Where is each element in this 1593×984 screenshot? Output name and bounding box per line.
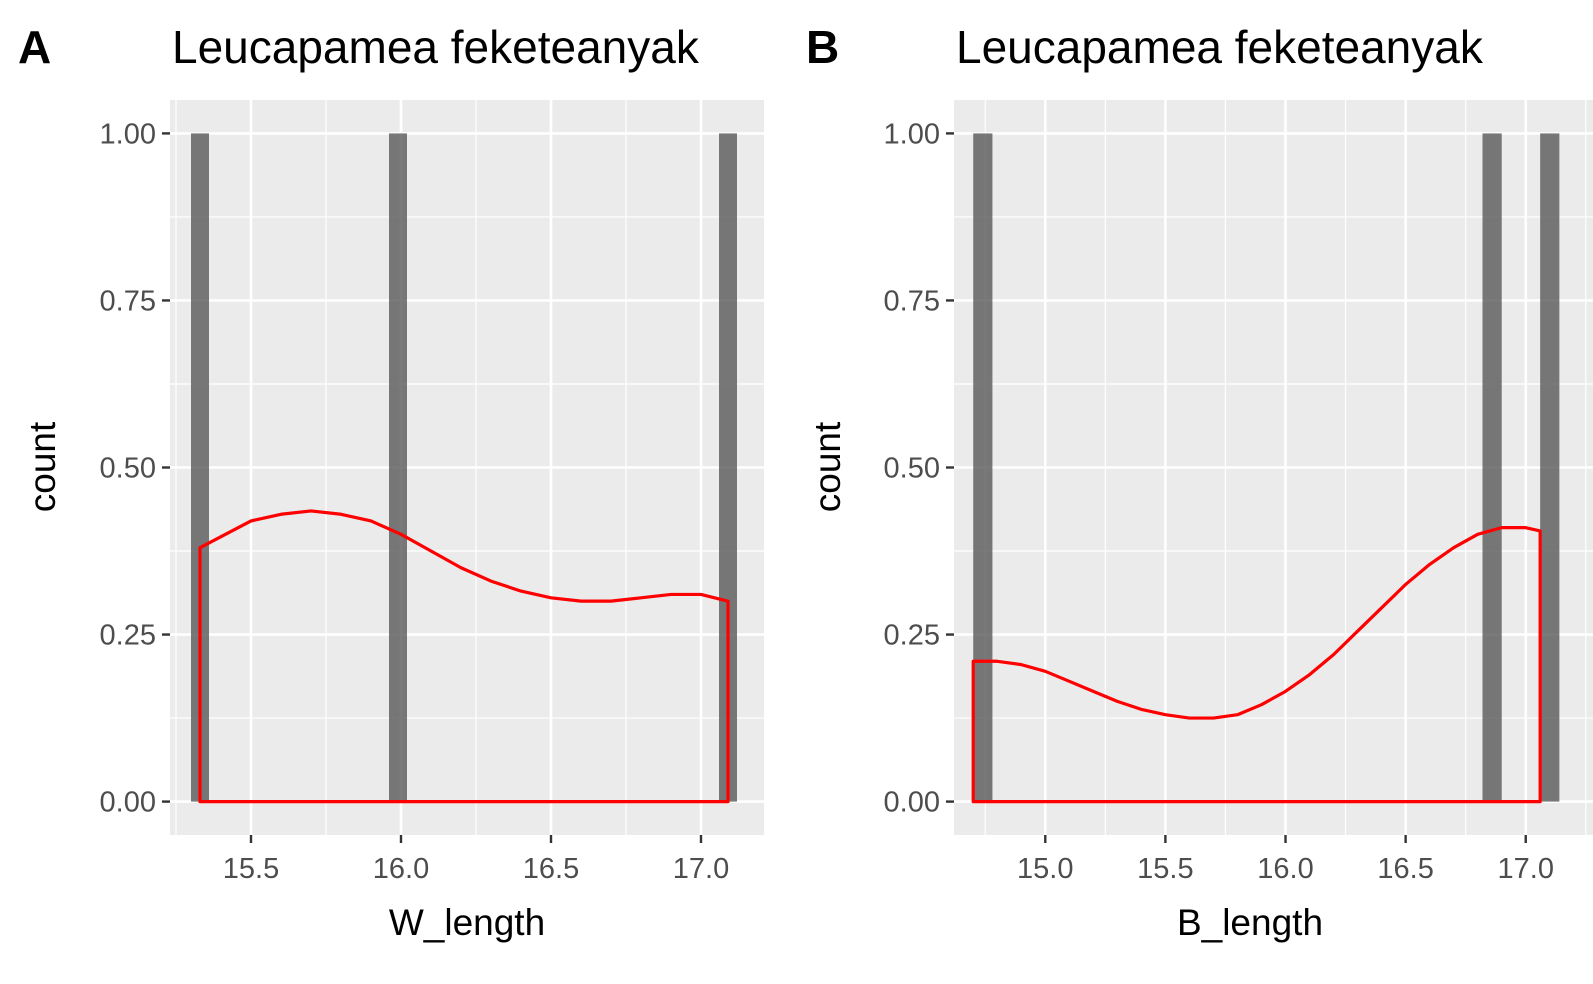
panel-b-y-axis-title: count: [807, 421, 848, 512]
x-tick-label: 15.5: [1137, 853, 1193, 885]
histogram-bar: [191, 133, 209, 802]
density-curve: [198, 509, 730, 804]
panel-a-bars: [191, 133, 737, 802]
y-tick-label: 0.75: [100, 285, 156, 317]
histogram-bar: [389, 133, 407, 802]
panel-a-title: Leucapamea feketeanyak: [172, 21, 700, 73]
y-tick-label: 0.00: [884, 787, 940, 819]
y-tick-label: 0.50: [884, 453, 940, 485]
histogram-bar: [973, 133, 993, 802]
histogram-bar: [719, 133, 737, 802]
y-tick-label: 0.25: [100, 620, 156, 652]
y-tick-label: 0.50: [100, 453, 156, 485]
x-tick-label: 15.0: [1017, 853, 1073, 885]
panel-b-density: [971, 526, 1542, 804]
panel-b-tick-labels: 15.0 15.5 16.0 16.5 17.0 0.00 0.25 0.50 0.75 1.00: [884, 118, 1554, 885]
panel-a-y-axis-title: count: [22, 421, 63, 512]
panel-a-axis-ticks: [162, 132, 703, 843]
panel-a: 15.5 16.0 16.5 17.0 0.00 0.25 0.50 0.75 1.00 A L…: [18, 21, 764, 943]
panel-b: 15.0 15.5 16.0 16.5 17.0 0.00 0.25 0.50 0.75 1.00…: [790, 0, 1593, 943]
panel-a-tag: A: [18, 21, 51, 73]
x-tick-label: 16.0: [1257, 853, 1313, 885]
panel-b-tag: B: [806, 21, 839, 73]
panel-a-density: [198, 509, 730, 804]
x-tick-label: 16.5: [523, 853, 579, 885]
x-tick-label: 15.5: [223, 853, 279, 885]
panel-a-x-axis-title: W_length: [389, 902, 545, 943]
histogram-bar: [1482, 133, 1502, 802]
panel-a-tick-labels: 15.5 16.0 16.5 17.0 0.00 0.25 0.50 0.75 1.00: [100, 118, 730, 885]
density-curve: [971, 526, 1542, 804]
panel-b-x-axis-title: B_length: [1177, 902, 1323, 943]
x-tick-label: 16.5: [1377, 853, 1433, 885]
x-tick-label: 17.0: [1498, 853, 1554, 885]
y-tick-label: 0.25: [884, 620, 940, 652]
panel-b-title: Leucapamea feketeanyak: [956, 21, 1484, 73]
x-tick-label: 17.0: [673, 853, 729, 885]
panel-b-title-backdrop: [790, 0, 850, 80]
histogram-bar: [1540, 133, 1560, 802]
y-tick-label: 1.00: [100, 118, 156, 150]
x-tick-label: 16.0: [373, 853, 429, 885]
panel-b-bars: [973, 133, 1560, 802]
y-tick-label: 0.75: [884, 285, 940, 317]
y-tick-label: 1.00: [884, 118, 940, 150]
panel-b-axis-ticks: [946, 132, 1527, 843]
y-tick-label: 0.00: [100, 787, 156, 819]
